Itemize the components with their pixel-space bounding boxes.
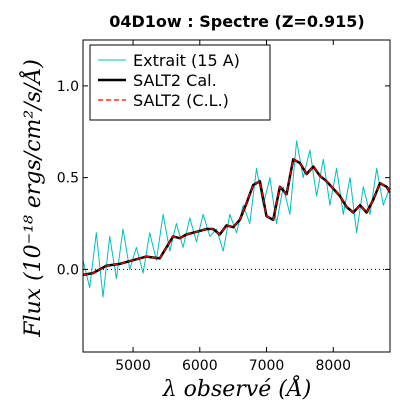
y-tick-label: 0.0 — [57, 262, 79, 278]
legend-box — [89, 44, 271, 121]
y-tick-label: 0.5 — [57, 171, 79, 187]
series-line-1 — [83, 158, 390, 277]
x-tick-label: 5000 — [115, 358, 151, 374]
legend: Extrait (15 A)SALT2 Cal.SALT2 (C.L.) — [89, 44, 271, 121]
y-tick-label: 1.0 — [57, 79, 79, 95]
x-tick-label: 6000 — [182, 358, 218, 374]
legend-label-0: Extrait (15 A) — [133, 51, 240, 70]
legend-label-1: SALT2 Cal. — [133, 71, 217, 90]
series-line-0 — [83, 140, 390, 298]
series-layer — [83, 140, 390, 298]
x-tick-label: 8000 — [315, 358, 351, 374]
series-line-2 — [83, 158, 390, 276]
plot-frame — [82, 39, 391, 353]
x-tick-label: 7000 — [249, 358, 285, 374]
y-axis-label: Flux (10⁻¹⁸ ergs/cm²/s/Å) — [18, 59, 46, 338]
x-axis-label: λ observé (Å) — [162, 374, 312, 400]
ticks-layer: 5000 6000 7000 8000 0.0 0.5 1.0 — [57, 40, 390, 374]
chart-title: 04D1ow : Spectre (Z=0.915) — [109, 12, 365, 31]
legend-label-2: SALT2 (C.L.) — [133, 91, 229, 110]
